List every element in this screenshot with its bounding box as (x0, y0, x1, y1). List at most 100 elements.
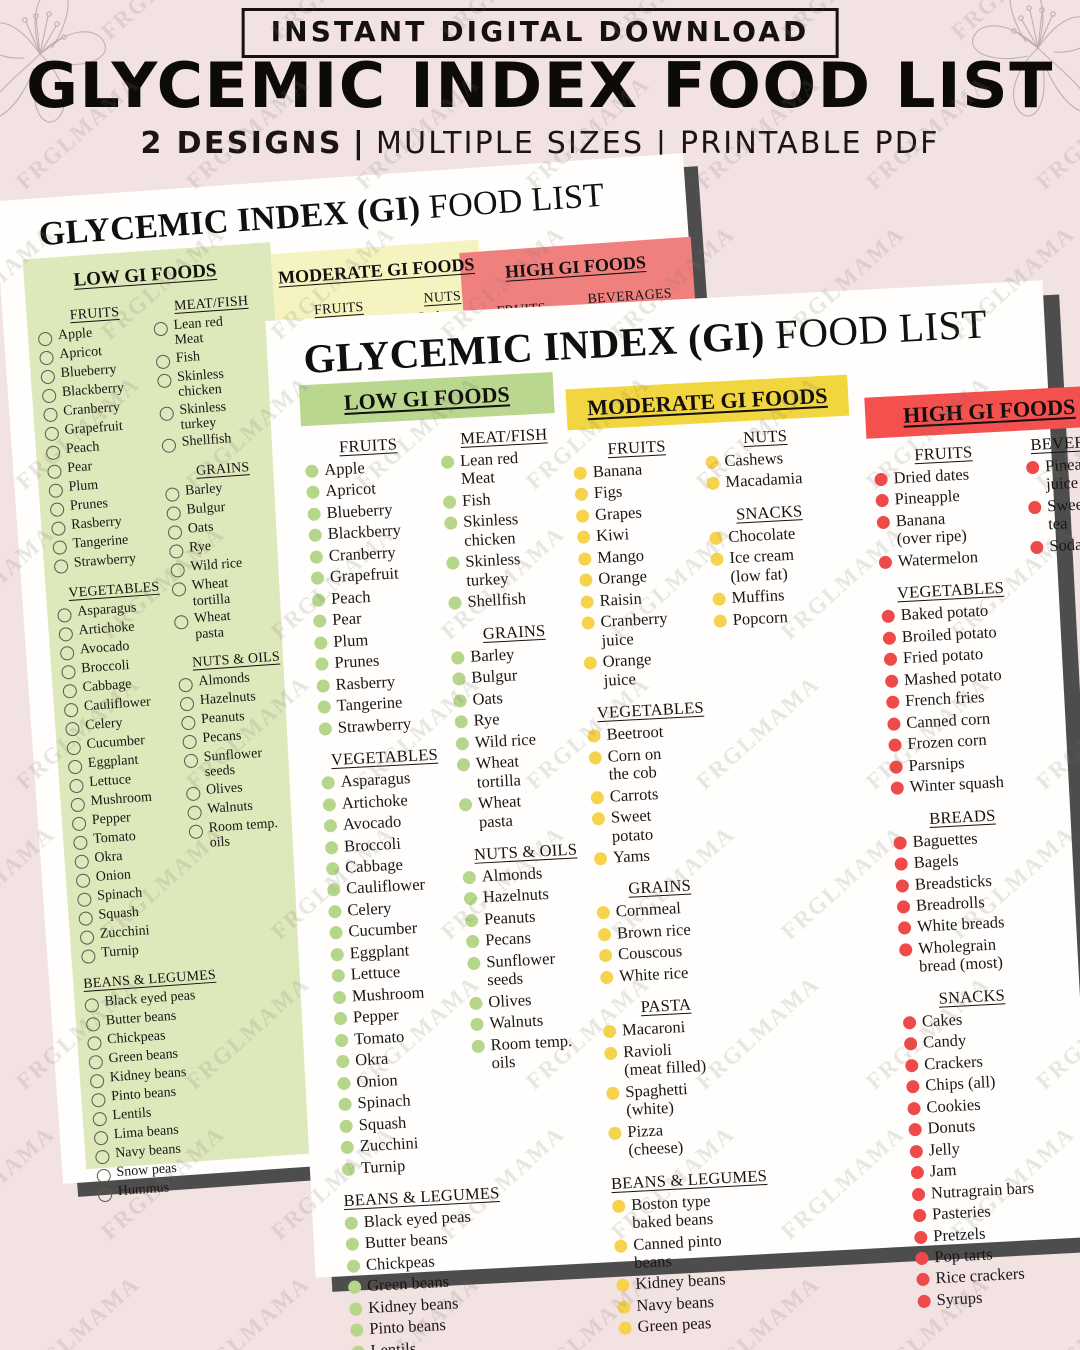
food-item-label: Eggplant (87, 752, 139, 772)
bullet-dot-icon (875, 494, 890, 508)
bullet-dot-icon (573, 466, 588, 481)
food-item-label: Avocado (79, 638, 130, 658)
checkbox-circle-icon[interactable] (171, 582, 187, 598)
checkbox-circle-icon[interactable] (156, 373, 172, 389)
checkbox-circle-icon[interactable] (89, 1073, 105, 1089)
checkbox-circle-icon[interactable] (65, 721, 80, 737)
bullet-dot-icon (321, 776, 336, 790)
checkbox-circle-icon[interactable] (74, 854, 90, 870)
food-item-label: White rice (618, 962, 689, 986)
watermark-text: FRGLMAMA (946, 0, 1080, 45)
bullet-dot-icon (448, 596, 462, 611)
checkbox-circle-icon[interactable] (67, 759, 83, 775)
checkbox-circle-icon[interactable] (94, 1149, 110, 1165)
bullet-dot-icon (322, 797, 337, 812)
checkbox-circle-icon[interactable] (86, 1035, 102, 1051)
food-item[interactable]: Room temp. oils (188, 814, 308, 853)
food-item-label: Canned corn (905, 708, 991, 732)
checkbox-circle-icon[interactable] (58, 626, 74, 642)
checkbox-circle-icon[interactable] (71, 816, 87, 832)
checkbox-circle-icon[interactable] (40, 369, 56, 385)
checkbox-circle-icon[interactable] (49, 502, 65, 518)
checkbox-circle-icon[interactable] (97, 1187, 113, 1203)
checkbox-circle-icon[interactable] (37, 331, 53, 347)
checkbox-circle-icon[interactable] (155, 354, 171, 370)
food-item-label: Blueberry (60, 362, 118, 382)
checkbox-circle-icon[interactable] (90, 1092, 106, 1108)
food-item: Pepper (333, 1003, 463, 1028)
checkbox-circle-icon[interactable] (79, 930, 95, 946)
checkbox-circle-icon[interactable] (182, 734, 198, 750)
checkbox-circle-icon[interactable] (62, 683, 78, 699)
checkbox-circle-icon[interactable] (53, 559, 69, 574)
checkbox-circle-icon[interactable] (61, 664, 76, 680)
checkbox-circle-icon[interactable] (80, 949, 96, 965)
food-item-label: Blueberry (326, 499, 393, 523)
checkbox-circle-icon[interactable] (173, 614, 189, 630)
checkbox-circle-icon[interactable] (170, 563, 186, 579)
food-item-label: Nutragrain bars (930, 1177, 1035, 1202)
checkbox-circle-icon[interactable] (168, 544, 184, 560)
checkbox-circle-icon[interactable] (69, 778, 84, 794)
bullet-dot-icon (351, 1345, 365, 1350)
checkbox-circle-icon[interactable] (164, 487, 180, 503)
checkbox-circle-icon[interactable] (75, 873, 91, 889)
checkbox-circle-icon[interactable] (59, 645, 75, 661)
checkbox-circle-icon[interactable] (93, 1130, 109, 1146)
bullet-dot-icon (453, 693, 467, 708)
food-item-label: French fries (904, 687, 985, 711)
food-item: Peanuts (464, 905, 594, 930)
checkbox-circle-icon[interactable] (51, 521, 66, 537)
checkbox-circle-icon[interactable] (185, 786, 201, 801)
bullet-dot-icon (323, 819, 338, 833)
checkbox-circle-icon[interactable] (85, 1016, 101, 1032)
checkbox-circle-icon[interactable] (166, 506, 182, 522)
food-item: Turnip (341, 1153, 470, 1178)
front-title-thin: FOOD LIST (774, 300, 989, 358)
checkbox-circle-icon[interactable] (178, 677, 194, 693)
bullet-dot-icon (593, 851, 608, 866)
checkbox-circle-icon[interactable] (187, 805, 203, 820)
checkbox-circle-icon[interactable] (153, 321, 169, 337)
poster-design-front[interactable]: GLYCEMIC INDEX (GI) FOOD LIST LOW GI FOO… (265, 280, 1080, 1350)
checkbox-circle-icon[interactable] (39, 350, 55, 366)
checkbox-circle-icon[interactable] (84, 997, 100, 1013)
checkbox-circle-icon[interactable] (63, 702, 79, 718)
checkbox-circle-icon[interactable] (88, 1054, 104, 1070)
checkbox-circle-icon[interactable] (76, 892, 92, 908)
checkbox-circle-icon[interactable] (52, 540, 68, 556)
checkbox-circle-icon[interactable] (159, 405, 175, 421)
checkbox-circle-icon[interactable] (96, 1168, 112, 1184)
food-item[interactable]: Wheat pasta (173, 605, 294, 644)
checkbox-circle-icon[interactable] (78, 911, 94, 927)
checkbox-circle-icon[interactable] (66, 740, 82, 756)
checkbox-circle-icon[interactable] (188, 823, 204, 839)
checkbox-circle-icon[interactable] (48, 483, 64, 499)
food-item-label: Syrups (936, 1287, 983, 1310)
food-item-label: Pretzels (932, 1223, 986, 1245)
checkbox-circle-icon[interactable] (43, 407, 58, 423)
watermark-text: FRGLMAMA (181, 1270, 315, 1350)
checkbox-circle-icon[interactable] (180, 715, 196, 731)
checkbox-circle-icon[interactable] (70, 797, 86, 813)
checkbox-circle-icon[interactable] (161, 438, 177, 454)
food-item-label: Cabbage (82, 676, 133, 696)
bullet-dot-icon (583, 656, 598, 671)
checkbox-circle-icon[interactable] (72, 835, 88, 851)
checkbox-circle-icon[interactable] (179, 696, 195, 712)
checkbox-circle-icon[interactable] (45, 445, 61, 461)
checkbox-circle-icon[interactable] (183, 753, 199, 769)
food-item: Mango (578, 543, 707, 568)
bullet-dot-icon (464, 913, 479, 928)
checkbox-circle-icon[interactable] (57, 607, 73, 623)
food-section: BEANS & LEGUMES Black eyed peas Butter bea… (343, 1183, 500, 1350)
checkbox-circle-icon[interactable] (92, 1111, 108, 1127)
checkbox-circle-icon[interactable] (47, 464, 62, 480)
checkbox-circle-icon[interactable] (167, 525, 183, 541)
food-item: Fish (442, 486, 572, 511)
checkbox-circle-icon[interactable] (41, 388, 57, 404)
checkbox-circle-icon[interactable] (44, 426, 60, 442)
bullet-dot-icon (451, 650, 465, 665)
bullet-dot-icon (328, 904, 342, 919)
bullet-dot-icon (579, 573, 593, 588)
